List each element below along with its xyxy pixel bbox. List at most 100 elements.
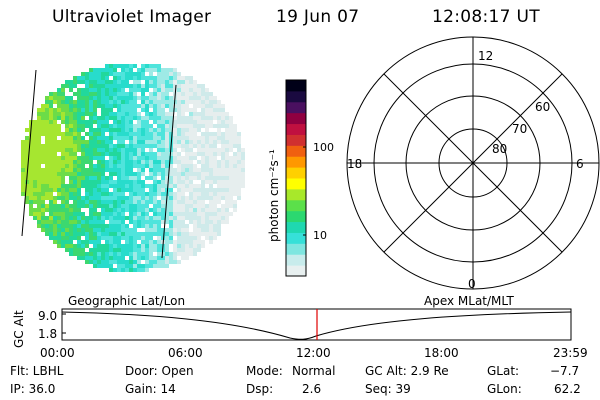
image-pixel: [53, 184, 57, 188]
image-pixel: [121, 204, 125, 208]
image-pixel: [141, 68, 145, 72]
image-pixel: [93, 244, 97, 248]
image-pixel: [185, 204, 189, 208]
image-pixel: [129, 132, 133, 136]
image-pixel: [189, 184, 193, 188]
image-pixel: [93, 180, 97, 184]
image-pixel: [213, 156, 217, 160]
image-pixel: [73, 196, 77, 200]
image-pixel: [33, 180, 37, 184]
image-pixel: [185, 84, 189, 88]
image-pixel: [197, 200, 201, 204]
image-pixel: [157, 264, 161, 268]
image-pixel: [97, 192, 101, 196]
image-pixel: [33, 192, 37, 196]
image-pixel: [65, 196, 69, 200]
image-pixel: [185, 136, 189, 140]
image-pixel: [125, 204, 129, 208]
image-pixel: [209, 96, 213, 100]
colorbar-cell: [286, 243, 306, 255]
image-pixel: [153, 104, 157, 108]
image-pixel: [165, 116, 169, 120]
image-pixel: [229, 136, 233, 140]
image-pixel: [89, 140, 93, 144]
image-pixel: [113, 260, 117, 264]
image-pixel: [101, 208, 105, 212]
image-pixel: [217, 100, 221, 104]
image-pixel: [85, 156, 89, 160]
image-pixel: [77, 116, 81, 120]
image-pixel: [153, 264, 157, 268]
image-pixel: [69, 188, 73, 192]
image-pixel: [177, 192, 181, 196]
image-pixel: [121, 236, 125, 240]
image-pixel: [217, 160, 221, 164]
image-pixel: [177, 220, 181, 224]
image-pixel: [117, 172, 121, 176]
image-pixel: [49, 140, 53, 144]
image-pixel: [189, 232, 193, 236]
image-pixel: [157, 88, 161, 92]
image-pixel: [69, 168, 73, 172]
image-pixel: [97, 116, 101, 120]
image-pixel: [101, 108, 105, 112]
image-pixel: [173, 152, 177, 156]
image-pixel: [193, 156, 197, 160]
image-pixel: [69, 148, 73, 152]
image-pixel: [133, 112, 137, 116]
image-pixel: [53, 208, 57, 212]
image-pixel: [189, 136, 193, 140]
image-pixel: [129, 104, 133, 108]
image-pixel: [57, 196, 61, 200]
polar-label-lat-80: 80: [492, 142, 507, 156]
image-pixel: [205, 132, 209, 136]
image-pixel: [125, 144, 129, 148]
image-pixel: [49, 152, 53, 156]
image-pixel: [25, 136, 29, 140]
image-pixel: [201, 156, 205, 160]
image-pixel: [117, 136, 121, 140]
image-pixel: [225, 136, 229, 140]
image-pixel: [173, 184, 177, 188]
image-pixel: [73, 248, 77, 252]
image-pixel: [125, 264, 129, 268]
image-pixel: [205, 204, 209, 208]
image-pixel: [189, 212, 193, 216]
image-pixel: [157, 220, 161, 224]
image-pixel: [105, 160, 109, 164]
image-pixel: [197, 168, 201, 172]
image-pixel: [113, 212, 117, 216]
image-pixel: [177, 76, 181, 80]
image-pixel: [169, 172, 173, 176]
image-pixel: [225, 200, 229, 204]
image-pixel: [109, 92, 113, 96]
image-pixel: [121, 108, 125, 112]
image-pixel: [49, 192, 53, 196]
image-pixel: [129, 116, 133, 120]
image-pixel: [153, 144, 157, 148]
image-pixel: [201, 160, 205, 164]
image-pixel: [213, 108, 217, 112]
image-pixel: [73, 172, 77, 176]
image-pixel: [49, 112, 53, 116]
image-pixel: [113, 136, 117, 140]
image-pixel: [205, 128, 209, 132]
image-pixel: [65, 124, 69, 128]
image-pixel: [89, 88, 93, 92]
image-pixel: [169, 224, 173, 228]
image-pixel: [117, 236, 121, 240]
image-pixel: [149, 200, 153, 204]
image-pixel: [89, 156, 93, 160]
image-pixel: [157, 84, 161, 88]
image-pixel: [61, 84, 65, 88]
image-pixel: [105, 104, 109, 108]
image-pixel: [209, 116, 213, 120]
image-pixel: [117, 152, 121, 156]
image-pixel: [185, 132, 189, 136]
image-pixel: [157, 156, 161, 160]
image-pixel: [69, 252, 73, 256]
image-pixel: [81, 172, 85, 176]
image-pixel: [69, 96, 73, 100]
image-pixel: [149, 128, 153, 132]
image-pixel: [25, 184, 29, 188]
